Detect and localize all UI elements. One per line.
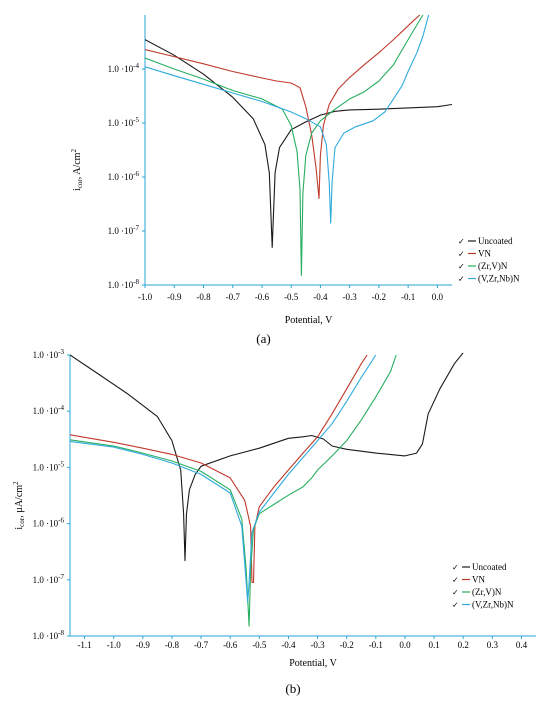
legend-label: (Zr,V)N [472, 587, 502, 597]
panel-label: (b) [285, 681, 300, 696]
series-line-uncoated [145, 39, 452, 248]
x-tick-label: -0.5 [284, 292, 299, 302]
legend-label: (V,Zr,Nb)N [478, 274, 520, 284]
y-tick-label: 1.0 ·10-5 [33, 460, 65, 472]
x-tick-label: -0.2 [340, 640, 354, 650]
y-tick-label: 1.0 ·10-6 [108, 170, 140, 182]
y-tick-label: 1.0 ·10-4 [33, 404, 65, 416]
panel-label: (a) [256, 331, 270, 346]
y-tick-label: 1.0 ·10-3 [33, 348, 65, 360]
legend-check-icon: ✓ [458, 237, 465, 246]
y-axis-title: icor, A/cm2 [70, 149, 84, 191]
x-tick-label: -1.0 [138, 292, 153, 302]
y-tick-label: 1.0 ·10-8 [33, 629, 65, 641]
x-tick-label: -0.8 [196, 292, 211, 302]
y-tick-label: 1.0 ·10-6 [33, 517, 65, 529]
y-tick-label: 1.0 ·10-7 [33, 573, 65, 585]
x-tick-label: -0.9 [167, 292, 182, 302]
series-line-zr-v-n [70, 354, 397, 627]
legend-label: (V,Zr,Nb)N [472, 600, 514, 610]
legend-check-icon: ✓ [458, 262, 465, 271]
y-tick-label: 1.0 ·10-8 [108, 278, 140, 290]
x-tick-label: -1.1 [77, 640, 91, 650]
x-tick-label: -0.6 [223, 640, 238, 650]
panel-a-chart: -1.0 -0.9 -0.8 -0.7 -0.6 -0.5 -0.4 -0.3 -0.2 -0.1… [70, 14, 520, 346]
legend: ✓ Uncoated ✓ VN ✓ (Zr,V)N ✓ (V,Zr,Nb)N [458, 236, 520, 284]
legend-label: Uncoated [478, 236, 513, 246]
x-tick-label: -0.1 [401, 292, 415, 302]
x-tick-label: -0.8 [165, 640, 180, 650]
x-tick-label: 0.3 [487, 640, 499, 650]
legend-label: VN [478, 249, 491, 259]
series-line-v-zr-nb-n [70, 354, 377, 603]
x-axis-title: Potential, V [289, 658, 337, 669]
x-tick-label: 0.1 [428, 640, 439, 650]
x-tick-label: -0.1 [369, 640, 383, 650]
legend-label: VN [472, 575, 485, 585]
legend-check-icon: ✓ [452, 563, 459, 572]
x-tick-label: 0.4 [516, 640, 528, 650]
legend-check-icon: ✓ [452, 576, 459, 585]
x-tick-label: -0.7 [226, 292, 241, 302]
y-tick-label: 1.0 ·10-5 [108, 116, 140, 128]
x-tick-label: -1.0 [107, 640, 122, 650]
series-line-v-zr-nb-n [145, 14, 430, 224]
x-tick-label: -0.9 [136, 640, 151, 650]
x-tick-label: 0.2 [458, 640, 469, 650]
legend-label: Uncoated [472, 562, 507, 572]
legend-label: (Zr,V)N [478, 261, 508, 271]
x-tick-label: -0.2 [372, 292, 386, 302]
x-tick-label: 0.0 [399, 640, 411, 650]
x-axis-title: Potential, V [285, 315, 333, 326]
x-tick-label: -0.7 [194, 640, 209, 650]
y-tick-label: 1.0 ·10-4 [108, 62, 140, 74]
x-tick-label: -0.6 [255, 292, 270, 302]
series-line-uncoated [70, 353, 464, 562]
series-line-vn [70, 354, 368, 583]
panel-b-chart: -1.1 -1.0 -0.9 -0.8 -0.7 -0.6 -0.5 -0.4 -0.3 -0.2… [12, 348, 536, 696]
legend-check-icon: ✓ [458, 275, 465, 284]
x-tick-label: -0.5 [252, 640, 267, 650]
legend-check-icon: ✓ [452, 588, 459, 597]
x-tick-label: 0.0 [432, 292, 444, 302]
series-line-vn [145, 14, 421, 200]
series-line-zr-v-n [145, 14, 424, 277]
y-axis-title: icor, µA/cm2 [12, 481, 26, 530]
x-tick-label: -0.3 [310, 640, 325, 650]
x-tick-label: -0.3 [343, 292, 358, 302]
legend: ✓ Uncoated ✓ VN ✓ (Zr,V)N ✓ (V,Zr,Nb)N [452, 562, 514, 610]
legend-check-icon: ✓ [452, 601, 459, 610]
legend-check-icon: ✓ [458, 250, 465, 259]
x-tick-label: -0.4 [313, 292, 328, 302]
x-tick-label: -0.4 [281, 640, 296, 650]
y-tick-label: 1.0 ·10-7 [108, 224, 140, 236]
